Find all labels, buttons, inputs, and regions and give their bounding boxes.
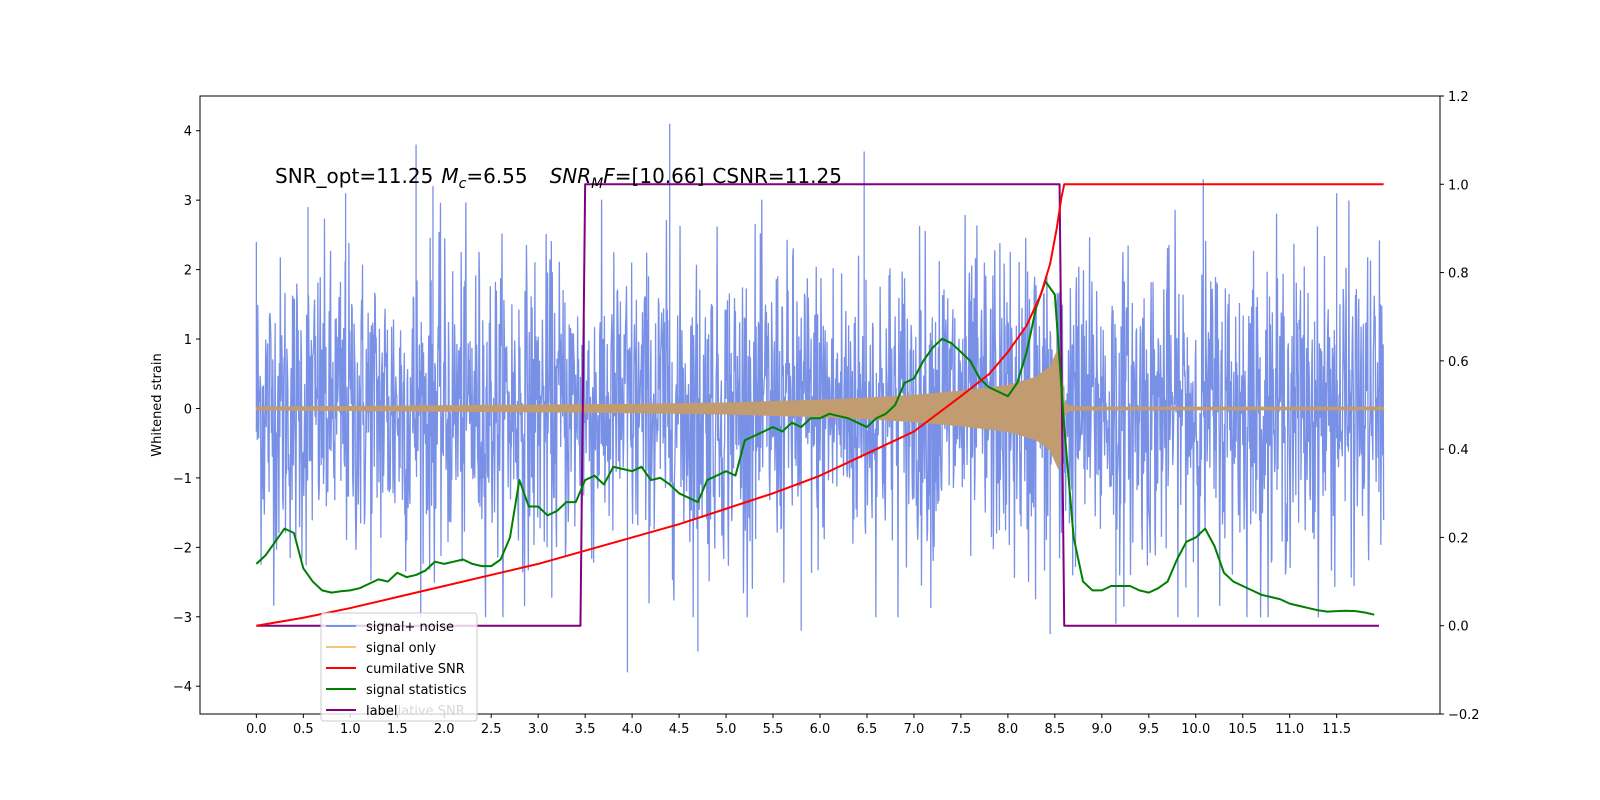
x-tick-label: 4.0	[622, 722, 643, 737]
x-tick-label: 6.5	[857, 722, 878, 737]
y-tick-label: 2	[184, 264, 192, 279]
noise-series	[255, 123, 1385, 673]
chart-title: SNR_opt=11.25 Mc=6.55 SNRMF=[10.66] CSNR=11…	[275, 164, 842, 192]
signal-only-series	[255, 346, 1385, 471]
x-tick-label: 2.5	[481, 722, 502, 737]
x-tick-label: 2.0	[434, 722, 455, 737]
y2-tick-label: 0.6	[1448, 355, 1469, 370]
line-series-group	[255, 183, 1384, 627]
y-tick-label: 1	[184, 333, 192, 348]
y2-tick-label: 0.8	[1448, 267, 1469, 282]
y-tick-label: 4	[184, 125, 192, 140]
x-tick-label: 8.0	[998, 722, 1019, 737]
y-tick-label: 0	[184, 402, 192, 417]
x-tick-label: 1.0	[340, 722, 361, 737]
x-tick-label: 10.0	[1181, 722, 1210, 737]
y-axis-right: −0.2 0.0 0.2 0.4 0.6 0.8 1.0 1.2	[1440, 90, 1480, 723]
x-tick-label: 5.0	[716, 722, 737, 737]
x-tick-label: 4.5	[669, 722, 690, 737]
plot-area	[255, 123, 1385, 673]
x-tick-label: 5.5	[763, 722, 784, 737]
legend-item-label: label	[366, 704, 397, 719]
y-tick-label: −4	[173, 680, 192, 695]
y-tick-label: −2	[173, 541, 192, 556]
y-axis-label: Whitened strain	[150, 353, 165, 456]
series-cumulative-snr	[256, 183, 1384, 627]
legend-item-label: signal only	[366, 641, 436, 656]
x-tick-label: 11.5	[1322, 722, 1351, 737]
y2-tick-label: 0.2	[1448, 531, 1469, 546]
x-tick-label: 9.0	[1091, 722, 1112, 737]
y2-tick-label: 0.0	[1448, 620, 1469, 635]
x-tick-label: 10.5	[1228, 722, 1257, 737]
y-tick-label: −3	[173, 611, 192, 626]
x-tick-label: 3.5	[575, 722, 596, 737]
x-axis: 0.0 0.5 1.0 1.5 2.0 2.5 3.0 3.5 4.0 4.5 5.0 5.5 6.0 6…	[246, 714, 1351, 737]
legend-hidden-text: cumilative SNR	[366, 704, 465, 719]
legend-item-label: signal+ noise	[366, 620, 454, 635]
x-tick-label: 3.0	[528, 722, 549, 737]
series-signal-noise	[255, 123, 1385, 673]
legend: cumilative SNR signal+ noise signal only cu…	[320, 612, 478, 722]
legend-box	[320, 612, 478, 722]
x-tick-label: 9.5	[1138, 722, 1159, 737]
y-tick-label: −1	[173, 472, 192, 487]
legend-item-label: cumilative SNR	[366, 662, 465, 677]
x-tick-label: 7.5	[951, 722, 972, 737]
x-tick-label: 8.5	[1045, 722, 1066, 737]
y-axis-left: −4 −3 −2 −1 0 1 2 3 4	[173, 125, 200, 695]
x-tick-label: 0.0	[246, 722, 267, 737]
x-tick-label: 1.5	[387, 722, 408, 737]
series-signal-statistics	[255, 280, 1375, 616]
y-tick-label: 3	[184, 194, 192, 209]
y2-tick-label: 1.0	[1448, 178, 1469, 193]
x-tick-label: 11.0	[1275, 722, 1304, 737]
y2-tick-label: 0.4	[1448, 443, 1469, 458]
x-tick-label: 7.0	[904, 722, 925, 737]
series-label	[256, 183, 1379, 627]
x-tick-label: 0.5	[293, 722, 314, 737]
series-signal-only	[255, 346, 1385, 471]
y2-tick-label: 1.2	[1448, 90, 1469, 105]
x-tick-label: 6.0	[810, 722, 831, 737]
legend-item-label: signal statistics	[366, 683, 467, 698]
title-csnr: CSNR=11.25	[712, 164, 842, 188]
y2-tick-label: −0.2	[1448, 708, 1480, 723]
title-snr-opt: SNR_opt=11.25	[275, 164, 433, 188]
